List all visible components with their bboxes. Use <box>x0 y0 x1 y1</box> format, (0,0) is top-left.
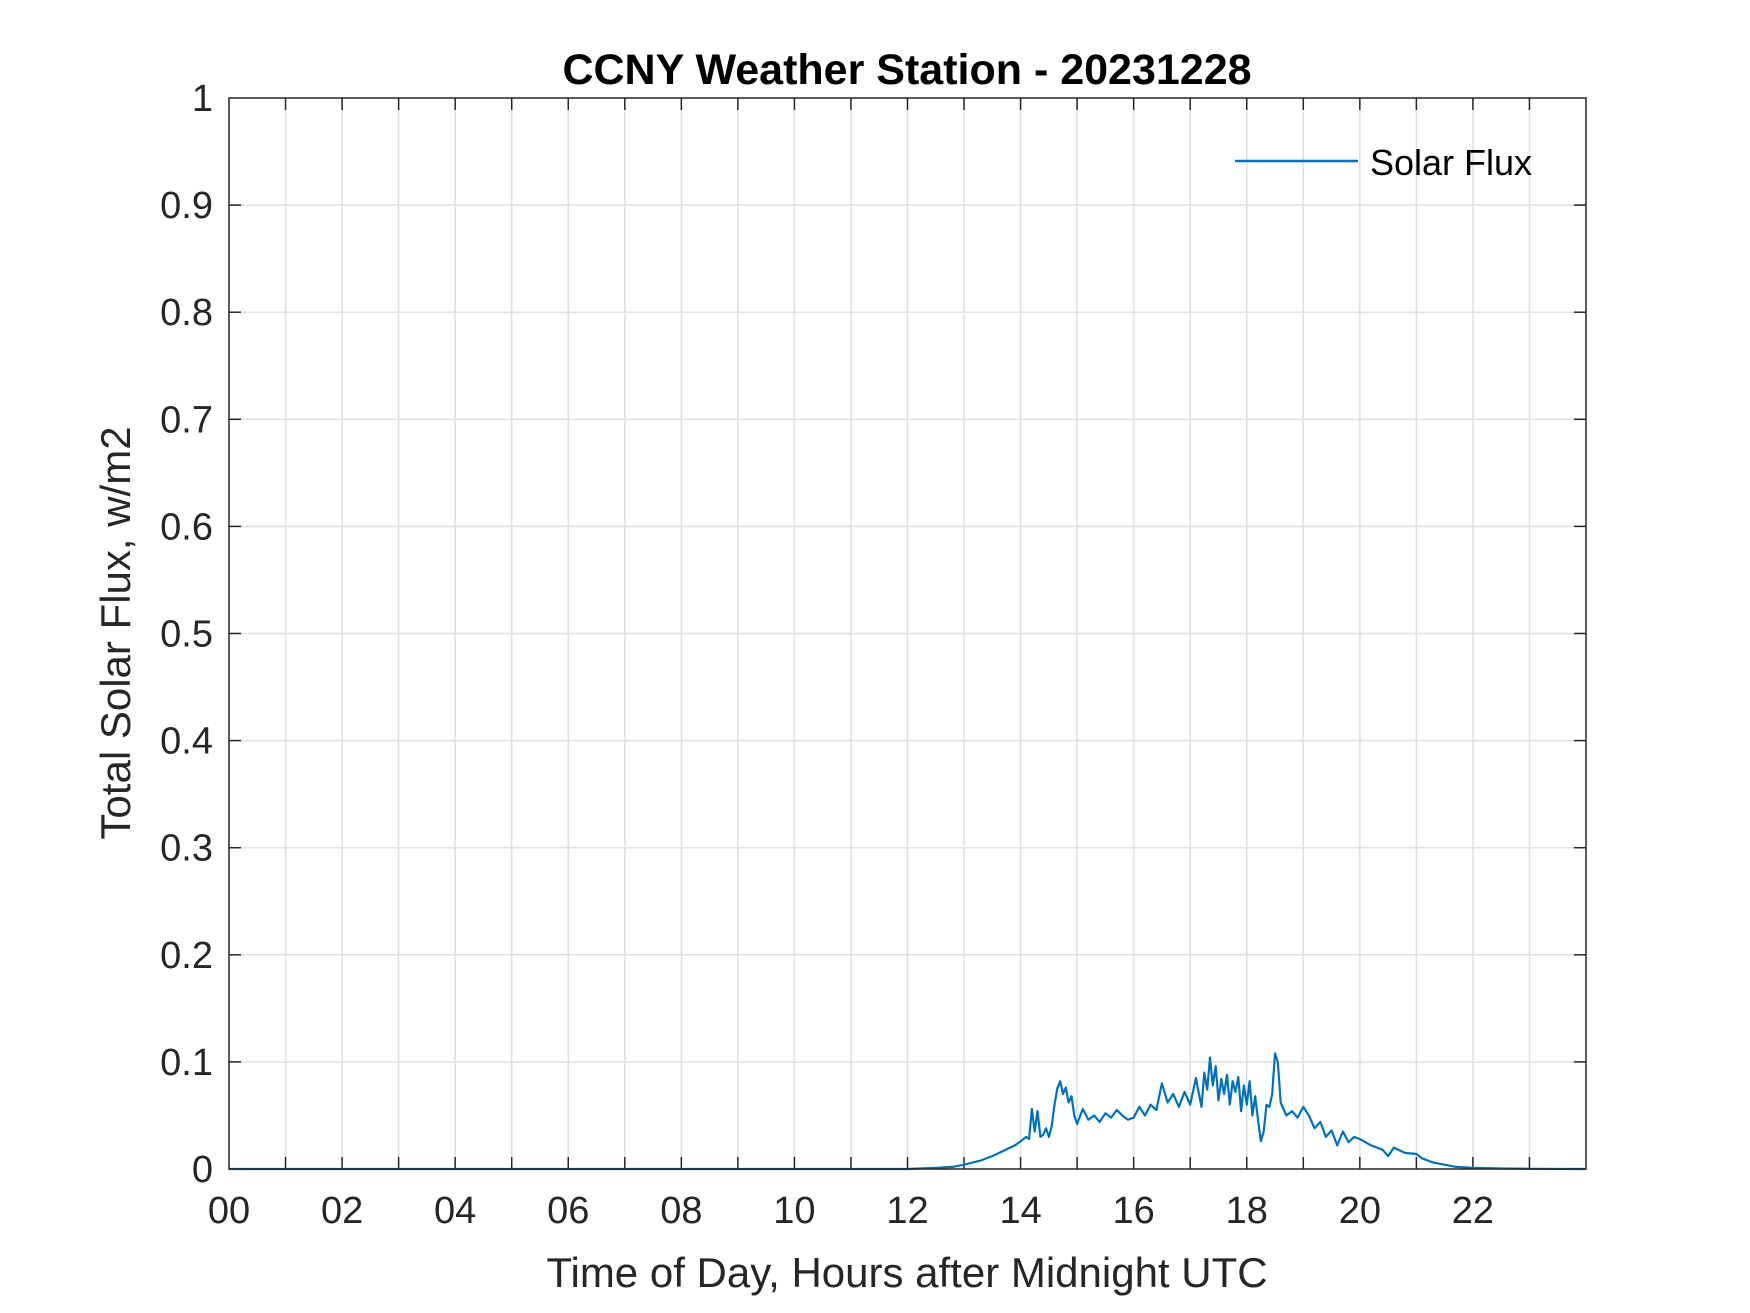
y-tick-label: 0.6 <box>160 506 213 548</box>
y-tick-label: 0.3 <box>160 828 213 870</box>
y-tick-label: 0.7 <box>160 399 213 441</box>
x-tick-label: 12 <box>886 1190 928 1232</box>
y-tick-label: 0.9 <box>160 185 213 227</box>
y-tick-labels: 0 0.1 0.2 0.3 0.4 0.5 0.6 0.7 0.8 0.9 1 <box>160 78 213 1191</box>
x-tick-labels: 00 02 04 06 08 10 12 14 16 18 20 22 <box>208 1190 1494 1232</box>
plot-frame <box>228 97 1587 1170</box>
x-tick-label: 16 <box>1113 1190 1155 1232</box>
y-tick-label: 0 <box>192 1149 213 1191</box>
y-tick-label: 1 <box>192 78 213 120</box>
x-tick-label: 08 <box>660 1190 702 1232</box>
x-tick-label: 14 <box>999 1190 1041 1232</box>
y-axis-label: Total Solar Flux, w/m2 <box>92 426 139 839</box>
series-layer <box>229 1052 1586 1171</box>
x-tick-label: 20 <box>1339 1190 1381 1232</box>
legend: Solar Flux <box>1235 142 1532 183</box>
y-tick-label: 0.5 <box>160 614 213 656</box>
axis-ticks <box>229 98 1586 1169</box>
chart-title: CCNY Weather Station - 20231228 <box>562 46 1251 94</box>
y-tick-label: 0.2 <box>160 935 213 977</box>
series-line-solar-flux <box>229 1052 1586 1171</box>
y-tick-label: 0.4 <box>160 721 213 763</box>
x-tick-label: 00 <box>208 1190 250 1232</box>
x-tick-label: 22 <box>1452 1190 1494 1232</box>
y-tick-label: 0.1 <box>160 1042 213 1084</box>
grid-lines <box>229 98 1586 1169</box>
x-tick-label: 18 <box>1226 1190 1268 1232</box>
x-tick-label: 06 <box>547 1190 589 1232</box>
x-axis-label: Time of Day, Hours after Midnight UTC <box>546 1249 1267 1296</box>
x-tick-label: 04 <box>434 1190 476 1232</box>
legend-label-solar-flux: Solar Flux <box>1370 142 1532 183</box>
y-tick-label: 0.8 <box>160 292 213 334</box>
x-tick-label: 02 <box>321 1190 363 1232</box>
x-tick-label: 10 <box>773 1190 815 1232</box>
